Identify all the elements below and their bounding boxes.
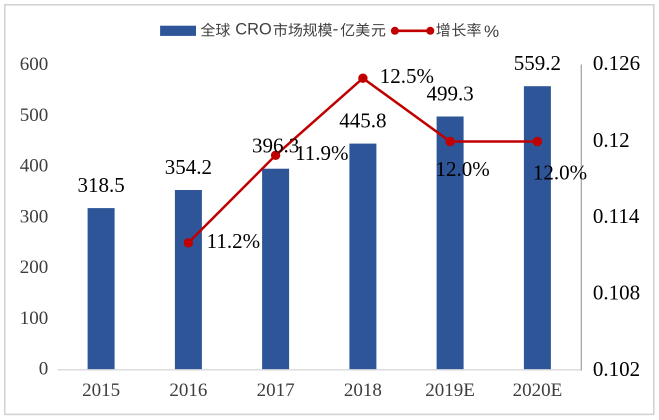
svg-text:318.5: 318.5 bbox=[77, 173, 124, 197]
svg-text:100: 100 bbox=[20, 308, 49, 329]
svg-text:2016: 2016 bbox=[169, 380, 207, 401]
svg-text:499.3: 499.3 bbox=[426, 81, 473, 105]
svg-text:200: 200 bbox=[20, 257, 49, 278]
svg-text:0.12: 0.12 bbox=[593, 128, 630, 152]
svg-text:2018: 2018 bbox=[344, 380, 382, 401]
svg-text:CRO: CRO bbox=[235, 20, 271, 39]
svg-text:12.5%: 12.5% bbox=[380, 64, 434, 88]
svg-text:2015: 2015 bbox=[82, 380, 120, 401]
svg-text:559.2: 559.2 bbox=[514, 51, 561, 75]
svg-text:600: 600 bbox=[20, 54, 49, 75]
svg-text:0: 0 bbox=[39, 359, 49, 380]
svg-text:0.114: 0.114 bbox=[593, 204, 640, 228]
svg-text:11.2%: 11.2% bbox=[207, 229, 260, 253]
svg-text:12.0%: 12.0% bbox=[533, 161, 587, 185]
svg-text:500: 500 bbox=[20, 105, 49, 126]
svg-text:2017: 2017 bbox=[257, 380, 295, 401]
svg-text:300: 300 bbox=[20, 206, 49, 227]
svg-text:0.102: 0.102 bbox=[593, 357, 640, 381]
svg-text:11.9%: 11.9% bbox=[295, 141, 348, 165]
svg-text:12.0%: 12.0% bbox=[435, 157, 489, 181]
svg-text:2020E: 2020E bbox=[513, 380, 563, 401]
svg-text:-: - bbox=[333, 20, 339, 39]
svg-text:0.126: 0.126 bbox=[593, 51, 640, 75]
svg-text:0.108: 0.108 bbox=[593, 281, 640, 305]
svg-text:396.3: 396.3 bbox=[252, 134, 299, 158]
svg-text:%: % bbox=[484, 22, 499, 41]
svg-text:400: 400 bbox=[20, 156, 49, 177]
svg-text:445.8: 445.8 bbox=[339, 108, 386, 132]
svg-text:354.2: 354.2 bbox=[165, 155, 212, 179]
svg-text:2019E: 2019E bbox=[425, 380, 475, 401]
